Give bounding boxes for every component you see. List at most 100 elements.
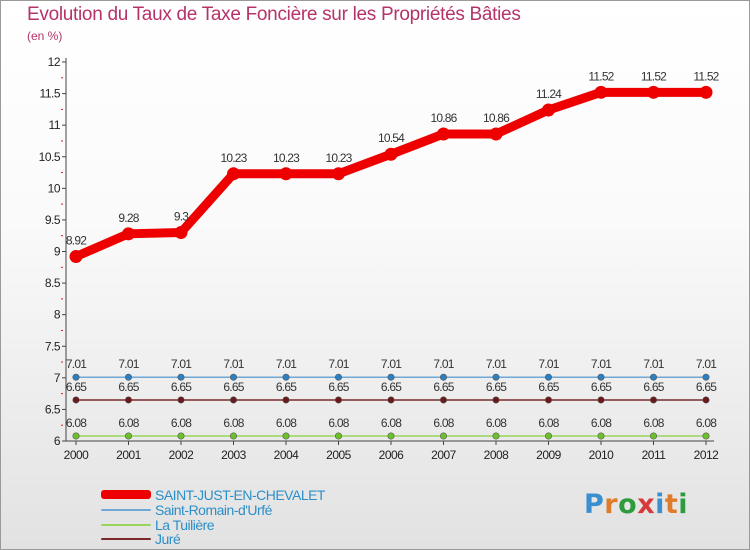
legend-swatch [101,490,151,499]
y-tick-label: 8 [54,308,61,322]
data-point [594,85,608,99]
data-label: 7.01 [328,357,349,371]
data-point [699,85,713,99]
data-point [227,167,240,181]
data-point [282,373,290,381]
logo-letter: i [655,489,665,520]
x-tick-label: 2010 [589,448,615,462]
data-label: 10.86 [430,111,457,125]
data-point [230,396,238,404]
data-point [492,373,500,381]
logo-letter: P [584,489,605,520]
series-points [69,85,713,440]
data-point [334,373,342,381]
data-label: 7.01 [591,357,612,371]
data-point [702,432,710,440]
logo-letter: x [637,489,656,520]
x-tick-label: 2002 [169,448,195,462]
x-tick-label: 2000 [64,448,90,462]
y-tick-label: 9.5 [45,213,61,227]
series-line-0 [71,87,711,262]
x-tick-label: 2003 [221,448,247,462]
data-label: 6.08 [538,416,559,430]
data-label: 9.3 [174,210,189,224]
data-point [177,373,185,381]
data-point [72,396,80,404]
data-label: 6.65 [223,380,244,394]
logo-letter: r [604,489,619,520]
data-label: 11.52 [641,69,667,83]
data-point [282,396,290,404]
legend-swatch [101,523,151,526]
data-point [387,396,395,404]
legend-item: Saint-Romain-d'Urfé [101,502,272,518]
data-label: 6.08 [381,416,402,430]
data-label: 6.08 [696,416,717,430]
proxiti-logo: Proxiti [584,489,688,520]
data-point [125,432,133,440]
data-label: 7.01 [276,357,297,371]
data-label: 6.65 [118,380,139,394]
data-point [282,432,290,440]
x-tick-label: 2009 [536,448,562,462]
data-point [437,127,450,141]
data-point [122,227,135,241]
data-label: 6.08 [591,416,612,430]
legend-label: La Tuilière [155,516,215,533]
data-point [230,373,238,381]
legend-label: Juré [155,530,181,547]
data-point [544,432,552,440]
data-point [702,373,710,381]
data-point [177,432,185,440]
data-label: 7.01 [381,357,402,371]
data-label: 6.65 [66,380,87,394]
x-tick-label: 2001 [116,448,142,462]
data-point [384,147,398,161]
data-point [72,432,80,440]
data-label: 6.65 [486,380,507,394]
data-point [492,396,500,404]
logo-letter: i [678,489,689,520]
y-tick-label: 12 [48,55,61,69]
data-label: 9.28 [118,211,139,225]
y-tick-label: 6 [54,434,61,448]
data-point [649,373,657,381]
data-label: 8.92 [66,234,87,248]
data-label: 7.01 [538,357,559,371]
data-point [125,373,133,381]
data-label: 6.08 [276,416,297,430]
x-tick-label: 2004 [274,448,300,462]
data-label: 6.08 [171,416,192,430]
data-label: 6.65 [591,380,612,394]
y-tick-label: 7.5 [45,339,61,353]
x-tick-label: 2005 [326,448,352,462]
data-label: 6.08 [328,416,349,430]
data-point [439,396,447,404]
data-label: 6.08 [223,416,244,430]
data-label: 10.23 [325,151,352,165]
data-point [69,250,83,264]
data-label: 6.65 [328,380,349,394]
data-label: 7.01 [433,357,454,371]
data-point [279,167,293,181]
y-tick-label: 10 [48,181,61,195]
data-label: 6.08 [643,416,664,430]
data-label: 6.08 [118,416,139,430]
data-label: 6.65 [696,380,717,394]
data-label: 6.65 [538,380,559,394]
legend-swatch [101,508,151,511]
data-label: 6.65 [381,380,402,394]
data-label: 6.65 [643,380,664,394]
data-label: 6.08 [66,416,87,430]
data-label: 7.01 [118,357,139,371]
legend-label: SAINT-JUST-EN-CHEVALET [155,486,326,503]
data-label: 6.65 [171,380,192,394]
legend-item: Juré [101,530,181,547]
chart-title: Evolution du Taux de Taxe Foncière sur l… [27,4,521,25]
data-point [597,373,605,381]
legend-item: SAINT-JUST-EN-CHEVALET [101,486,326,503]
logo-letter: t [664,489,679,520]
y-tick-label: 11 [49,118,61,132]
data-point [597,396,605,404]
